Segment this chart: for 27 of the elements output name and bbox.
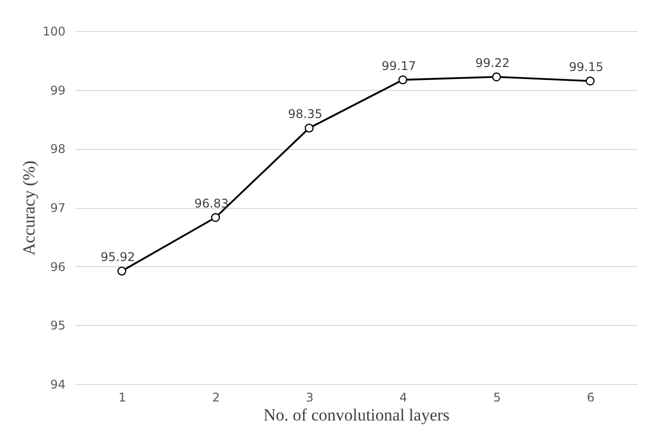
x-tick-label: 5 bbox=[493, 390, 501, 404]
point bbox=[492, 72, 501, 82]
data-label: 95.92 bbox=[100, 250, 136, 264]
point bbox=[398, 75, 408, 84]
y-tick-label: 99 bbox=[50, 83, 66, 98]
y-tick-label: 95 bbox=[50, 318, 66, 333]
y-tick-label: 97 bbox=[50, 201, 66, 215]
data-label: 99.17 bbox=[382, 58, 416, 73]
x-tick-label: 3 bbox=[306, 390, 314, 404]
data-label: 99.15 bbox=[568, 60, 604, 74]
point bbox=[586, 76, 595, 86]
point bbox=[117, 266, 126, 276]
y-tick-label: 96 bbox=[50, 260, 66, 274]
data-label: 98.35 bbox=[288, 107, 322, 122]
y-axis-title: Accuracy (%) bbox=[20, 160, 39, 256]
y-tick-label: 100 bbox=[42, 24, 66, 38]
x-tick-label: 6 bbox=[586, 390, 594, 404]
x-tick-label: 4 bbox=[400, 390, 408, 404]
data-label: 96.83 bbox=[194, 196, 229, 210]
point bbox=[304, 124, 314, 133]
point bbox=[211, 213, 220, 222]
data-label: 99.22 bbox=[475, 56, 510, 70]
y-tick-label: 94 bbox=[50, 378, 66, 392]
x-axis-title: No. of convolutional layers bbox=[263, 406, 450, 424]
x-tick-label: 2 bbox=[212, 390, 220, 404]
y-tick-label: 98 bbox=[50, 142, 66, 156]
x-tick-label: 1 bbox=[118, 390, 126, 404]
